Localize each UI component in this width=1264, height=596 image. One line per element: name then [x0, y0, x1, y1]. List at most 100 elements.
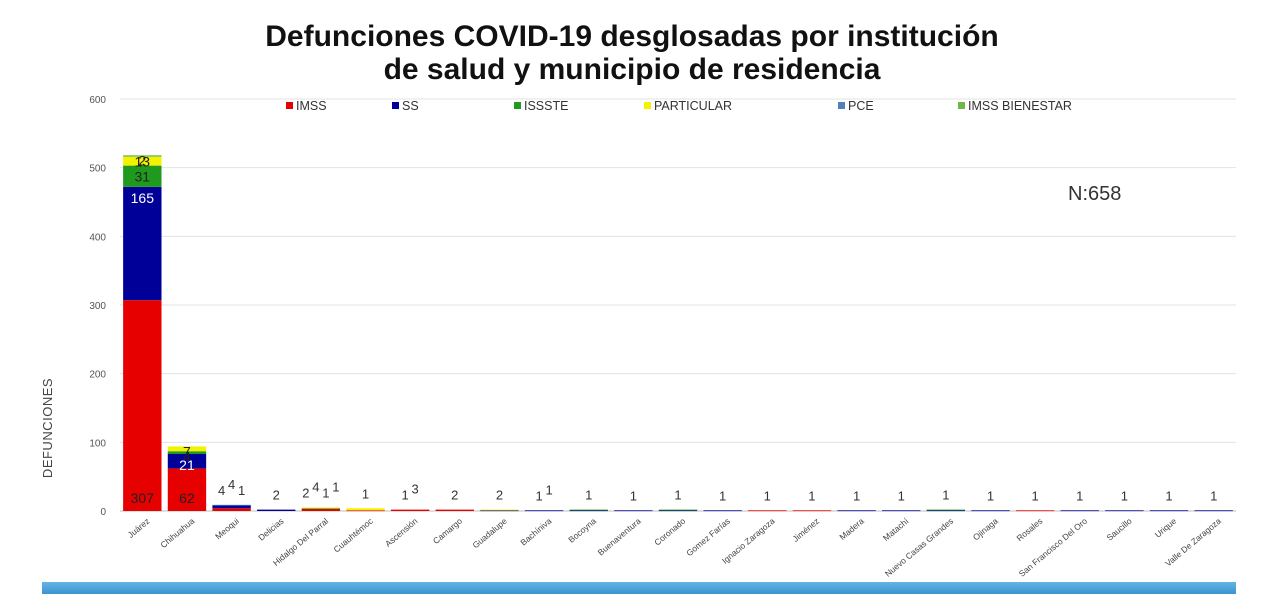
y-tick-label: 0 [100, 507, 106, 518]
bar-segment [257, 509, 296, 511]
legend-label: SS [402, 99, 419, 113]
bar-segment [882, 510, 921, 512]
x-tick-label: Ojinaga [971, 516, 1000, 543]
bar-segment [524, 510, 564, 512]
y-axis-ticks: 0 100 200 300 400 500 600 [89, 95, 106, 518]
bar-segment [301, 507, 341, 509]
x-tick-label: Camargo [431, 516, 464, 546]
data-label: 1 [322, 486, 329, 501]
x-tick-label: Madera [837, 516, 866, 542]
data-label: 1 [898, 488, 905, 503]
x-tick-label: Saucillo [1104, 516, 1133, 543]
bar-segment [926, 509, 966, 511]
y-axis-label: DEFUNCIONES [40, 377, 55, 479]
bar-segment [167, 454, 207, 469]
data-label: 1 [402, 488, 409, 503]
footer-bar [42, 582, 1236, 594]
y-tick-label: 500 [89, 164, 106, 175]
bar-segment [614, 510, 653, 512]
data-label: 1 [808, 488, 815, 503]
y-tick-label: 200 [89, 370, 106, 381]
x-tick-label: Meoqui [213, 516, 241, 542]
chart-title-line1: Defunciones COVID-19 desglosadas por ins… [265, 20, 999, 53]
x-tick-label: Juárez [126, 516, 152, 540]
data-label: 4 [183, 448, 191, 464]
x-tick-label: Coronado [652, 516, 687, 548]
data-label: 307 [131, 490, 155, 506]
data-label: 1 [1210, 488, 1217, 503]
legend-swatch [644, 102, 651, 109]
bar-segment [212, 508, 251, 511]
bar-segment [390, 509, 430, 511]
data-label: 1 [1121, 488, 1128, 503]
bar-segment [971, 510, 1010, 512]
data-label: 13 [135, 154, 151, 170]
bar-segment [212, 504, 251, 506]
bar-segment [301, 508, 341, 511]
bar-segment [1060, 510, 1099, 512]
data-label: 1 [1032, 488, 1039, 503]
data-label: 1 [535, 488, 542, 503]
bar-segment [1149, 510, 1189, 512]
x-tick-label: Cuauhtémoc [331, 515, 375, 554]
legend-swatch [286, 102, 293, 109]
gridlines [120, 98, 1236, 512]
legend-swatch [838, 102, 845, 109]
legend-label: PCE [848, 99, 874, 113]
data-label: 1 [585, 488, 592, 503]
x-tick-label: Guadalupe [470, 516, 508, 551]
data-label: 62 [179, 490, 195, 506]
data-label: 4 [228, 477, 235, 492]
legend-swatch [958, 102, 965, 109]
data-label: 7 [183, 443, 191, 459]
data-label: 1 [332, 480, 339, 495]
legend-label: IMSS [296, 99, 327, 113]
x-tick-label: Bocoyna [566, 516, 598, 545]
data-label: 31 [135, 169, 151, 185]
bar-segment [480, 509, 519, 511]
bar-segment [167, 446, 207, 452]
data-label: 2 [496, 488, 503, 503]
legend: IMSS SS ISSSTE PARTICULAR PCE IMSS BIENESTAR [286, 99, 1072, 113]
bar-segment [926, 510, 966, 512]
data-label: 3 [412, 482, 419, 497]
data-label: 1 [545, 482, 552, 497]
data-label: 4 [312, 480, 319, 495]
bar-segment [123, 155, 162, 157]
x-tick-label: Jiménez [791, 516, 822, 544]
data-label: 21 [179, 457, 195, 473]
bar-segment [123, 186, 162, 301]
data-label: 4 [218, 483, 225, 498]
n-total-label: N:658 [1068, 183, 1122, 205]
bar-segment [301, 508, 341, 510]
bar-segment [748, 510, 787, 512]
bar-segment [792, 510, 832, 512]
bar-segment [1105, 510, 1144, 512]
bar-segment [346, 508, 385, 511]
y-tick-label: 300 [89, 301, 106, 312]
bars [123, 155, 1233, 512]
data-label: 165 [131, 190, 155, 206]
chart-title: Defunciones COVID-19 desglosadas por ins… [0, 20, 1264, 86]
y-tick-label: 600 [89, 95, 106, 106]
data-label: 1 [942, 488, 949, 503]
bar-segment [123, 156, 162, 166]
data-label: 2 [302, 486, 309, 501]
bar-segment [123, 300, 162, 511]
x-tick-label: Chihuahua [158, 516, 196, 550]
bar-segment [435, 509, 474, 511]
data-label: 1 [630, 488, 637, 503]
data-label: 1 [1165, 488, 1172, 503]
x-tick-label: Gomez Farías [684, 516, 732, 558]
bar-segment [658, 509, 698, 511]
x-tick-label: Matachí [881, 515, 911, 543]
bar-segment [569, 509, 608, 511]
bar-segment [703, 510, 742, 512]
bar-segment [658, 510, 698, 512]
data-label: 1 [674, 488, 681, 503]
bar-segment [569, 510, 608, 512]
legend-label: IMSS BIENESTAR [968, 99, 1072, 113]
